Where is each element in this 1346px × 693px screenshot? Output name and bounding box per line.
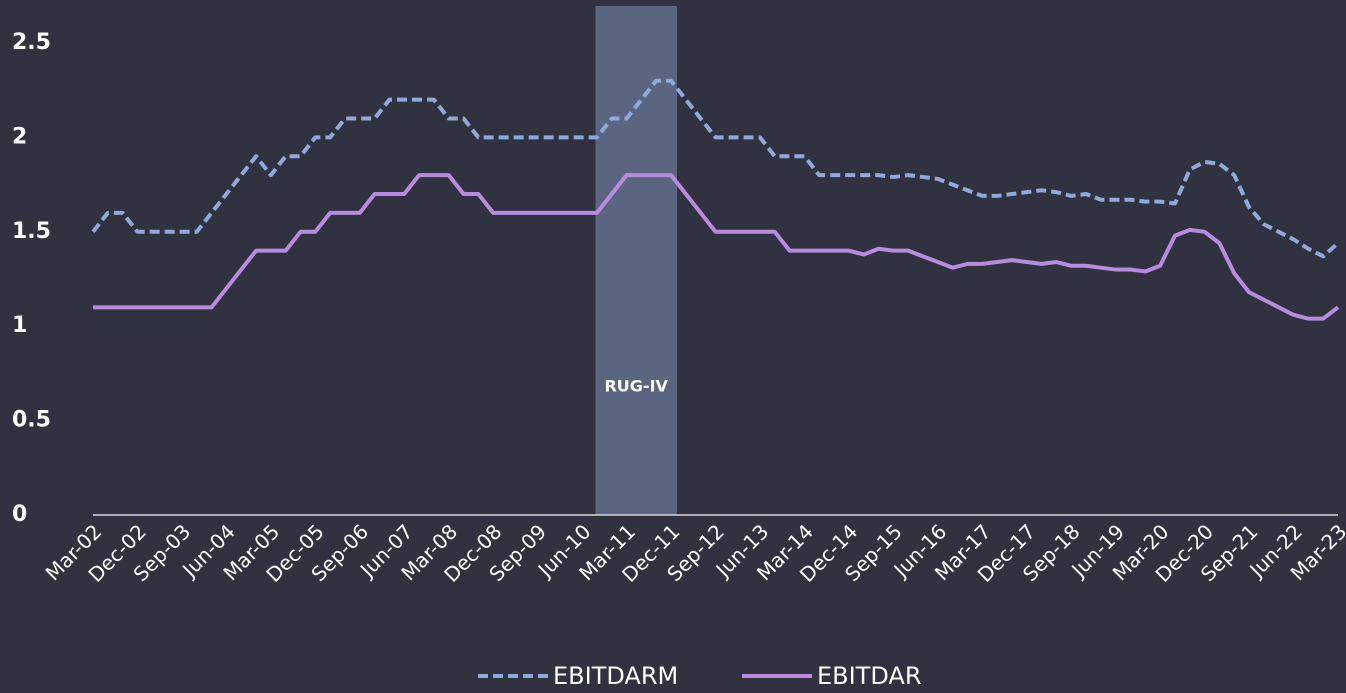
line-series — [93, 173, 1340, 321]
y-tick-label: 1.5 — [12, 219, 51, 244]
y-tick-label: 2.5 — [12, 30, 51, 55]
y-tick-label: 1 — [12, 313, 27, 338]
region-label: RUG-IV — [604, 377, 668, 396]
line-series — [91, 78, 1340, 259]
y-tick-label: 0 — [12, 502, 27, 527]
legend-label: EBITDARM — [553, 662, 678, 690]
y-tick-label: 0.5 — [12, 408, 51, 433]
y-tick-label: 2 — [12, 124, 27, 149]
shaded-region — [595, 6, 677, 515]
legend-label: EBITDAR — [817, 662, 922, 690]
